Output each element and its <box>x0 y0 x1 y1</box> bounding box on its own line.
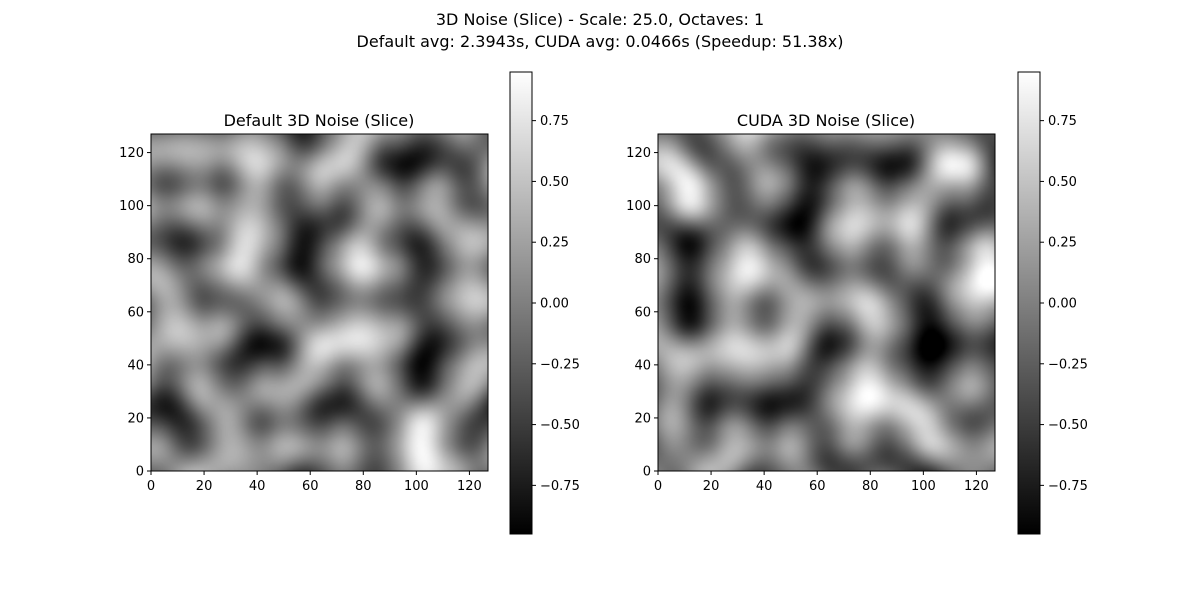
x-tick-label-1-6: 120 <box>964 479 989 494</box>
x-tick-label-0-3: 60 <box>302 479 319 494</box>
y-tick-label-0-0: 0 <box>136 465 144 480</box>
colorbar-tick-label-0-0: 0.75 <box>540 114 569 129</box>
y-tick-label-1-0: 0 <box>643 465 651 480</box>
y-tick-label-0-4: 80 <box>127 252 144 267</box>
y-tick-label-1-6: 120 <box>626 146 651 161</box>
panel-default: Default 3D Noise (Slice) 0 20 40 60 80 100 120… <box>119 71 580 535</box>
x-axis-default: 0 20 40 60 80 100 120 <box>147 471 482 494</box>
heatmap-cuda <box>658 134 995 471</box>
colorbar-default <box>509 71 533 535</box>
axes-frame-cuda <box>657 133 996 472</box>
figure-title-line2: Default avg: 2.3943s, CUDA avg: 0.0466s … <box>356 32 844 51</box>
colorbar-tick-label-0-3: 0.00 <box>540 297 569 312</box>
colorbar-tick-label-1-2: 0.25 <box>1048 236 1077 251</box>
colorbar-tick-label-1-4: −0.25 <box>1048 357 1088 372</box>
colorbar-tick-label-1-0: 0.75 <box>1048 114 1077 129</box>
colorbar-tick-label-0-4: −0.25 <box>540 357 580 372</box>
y-tick-label-1-2: 40 <box>634 358 651 373</box>
x-tick-label-0-4: 80 <box>355 479 372 494</box>
colorbar-tick-label-0-2: 0.25 <box>540 236 569 251</box>
y-tick-label-1-4: 80 <box>634 252 651 267</box>
colorbar-cuda <box>1017 71 1041 535</box>
axes-frame-default <box>150 133 489 472</box>
y-tick-label-0-2: 40 <box>127 358 144 373</box>
colorbar-tick-label-1-3: 0.00 <box>1048 297 1077 312</box>
y-tick-label-0-5: 100 <box>119 199 144 214</box>
colorbar-axis-cuda: 0.75 0.50 0.25 0.00 −0.25 −0.50 −0.75 <box>1040 114 1088 494</box>
colorbar-axis-default: 0.75 0.50 0.25 0.00 −0.25 −0.50 −0.75 <box>532 114 580 494</box>
colorbar-tick-label-0-1: 0.50 <box>540 175 569 190</box>
y-tick-label-0-1: 20 <box>127 411 144 426</box>
x-tick-label-1-5: 100 <box>911 479 936 494</box>
x-tick-label-1-3: 60 <box>809 479 826 494</box>
y-tick-label-0-6: 120 <box>119 146 144 161</box>
colorbar-tick-label-0-5: −0.50 <box>540 418 580 433</box>
x-tick-label-0-1: 20 <box>196 479 213 494</box>
x-tick-label-0-5: 100 <box>404 479 429 494</box>
heatmap-title-cuda: CUDA 3D Noise (Slice) <box>737 111 915 130</box>
y-axis-cuda: 0 20 40 60 80 100 120 <box>626 146 658 480</box>
colorbar-tick-label-1-6: −0.75 <box>1048 479 1088 494</box>
colorbar-tick-label-0-6: −0.75 <box>540 479 580 494</box>
y-tick-label-1-5: 100 <box>626 199 651 214</box>
figure-title-line1: 3D Noise (Slice) - Scale: 25.0, Octaves:… <box>435 10 765 29</box>
colorbar-tick-label-1-5: −0.50 <box>1048 418 1088 433</box>
heatmap-title-default: Default 3D Noise (Slice) <box>224 111 415 130</box>
heatmap-default <box>151 134 488 471</box>
x-tick-label-0-6: 120 <box>457 479 482 494</box>
y-tick-label-0-3: 60 <box>127 305 144 320</box>
x-tick-label-0-2: 40 <box>249 479 266 494</box>
y-tick-label-1-1: 20 <box>634 411 651 426</box>
y-axis-default: 0 20 40 60 80 100 120 <box>119 146 151 480</box>
x-tick-label-1-4: 80 <box>862 479 879 494</box>
x-tick-label-0-0: 0 <box>147 479 155 494</box>
x-axis-cuda: 0 20 40 60 80 100 120 <box>654 471 989 494</box>
colorbar-tick-label-1-1: 0.50 <box>1048 175 1077 190</box>
x-tick-label-1-0: 0 <box>654 479 662 494</box>
panel-cuda: CUDA 3D Noise (Slice) 0 20 40 60 80 100 120 0 2… <box>626 71 1088 535</box>
y-tick-label-1-3: 60 <box>634 305 651 320</box>
x-tick-label-1-2: 40 <box>756 479 773 494</box>
x-tick-label-1-1: 20 <box>703 479 720 494</box>
